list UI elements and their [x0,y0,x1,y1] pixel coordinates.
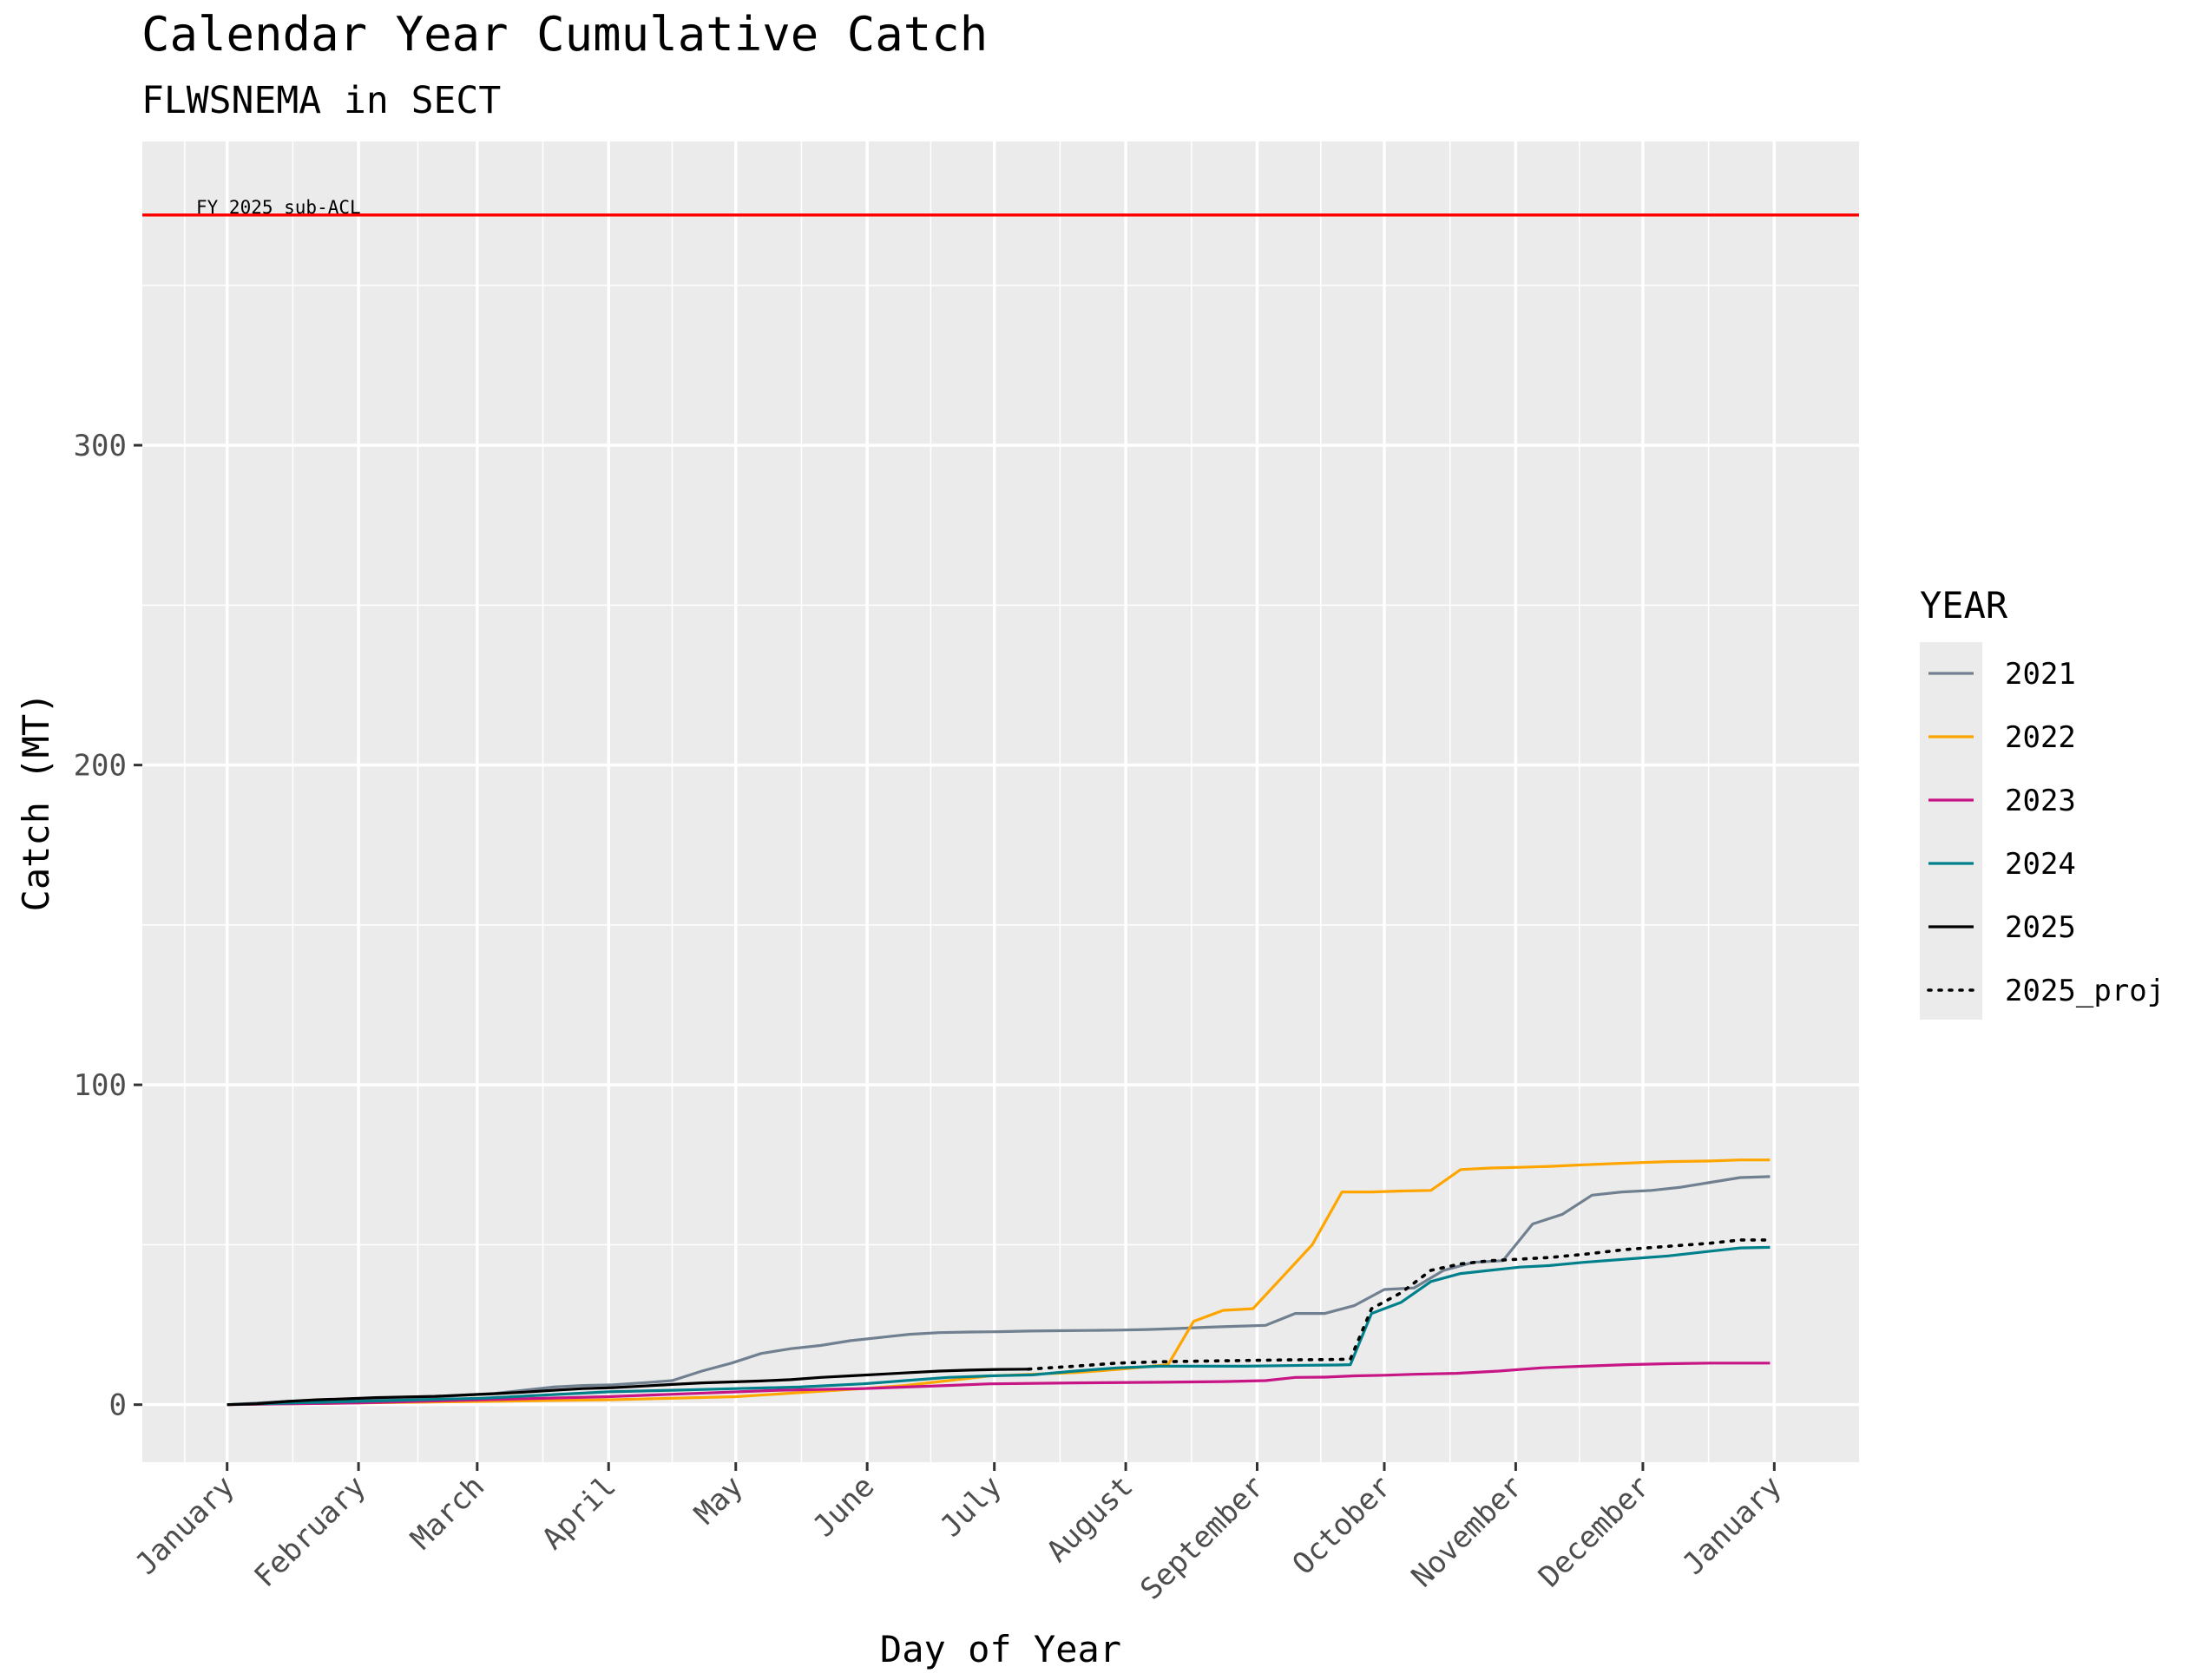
plot-panel [142,141,1859,1462]
y-tick-label: 200 [74,749,127,784]
series-line-2025 [227,1368,1028,1407]
legend: YEAR 2021 2022 2023 2024 2025 2025_proj [1920,584,2165,1020]
x-tick-label: May [687,1469,750,1532]
legend-label-2021: 2021 [2005,657,2076,692]
legend-label-2023: 2023 [2005,784,2076,818]
series-layer [227,1158,1772,1407]
series-line-2022 [227,1158,1771,1407]
x-tick-label: July [934,1469,1009,1544]
y-tick-label: 0 [109,1388,127,1423]
major-gridlines [142,141,1859,1462]
legend-key-background [1920,642,1982,1020]
y-axis: 0 100 200 300 [74,429,142,1423]
x-tick-label: August [1040,1469,1140,1569]
legend-label-2022: 2022 [2005,720,2076,755]
reference-line-label: FY 2025 sub-ACL [196,197,361,218]
x-tick-label: November [1405,1469,1530,1594]
chart-subtitle: FLWSNEMA in SECT [141,79,501,122]
x-tick-label: December [1532,1469,1657,1594]
x-tick-label: January [1676,1469,1789,1582]
series-line-2025-proj [1026,1238,1772,1371]
series-line-2023 [227,1362,1771,1407]
y-axis-title: Catch (MT) [15,692,57,912]
x-tick-label: January [128,1469,241,1582]
x-axis-title: Day of Year [880,1628,1121,1670]
x-tick-label: October [1286,1469,1399,1582]
y-tick-label: 300 [74,429,127,463]
x-axis: January February March April May June July Augu… [128,1462,1789,1607]
legend-label-2025-proj: 2025_proj [2005,974,2165,1008]
series-line-2024 [227,1245,1771,1407]
x-tick-label: June [806,1469,881,1544]
x-tick-label: February [247,1469,372,1594]
x-tick-label: March [404,1469,492,1557]
legend-title: YEAR [1920,584,2008,627]
y-tick-label: 100 [74,1068,127,1103]
legend-label-2024: 2024 [2005,847,2076,882]
legend-label-2025: 2025 [2005,910,2076,945]
chart-title: Calendar Year Cumulative Catch [141,7,988,62]
reference-line-layer: FY 2025 sub-ACL [142,197,1859,218]
legend-items: 2021 2022 2023 2024 2025 2025_proj [1927,657,2165,1008]
x-tick-label: April [535,1469,623,1557]
x-tick-label: September [1133,1469,1271,1607]
minor-gridlines [142,141,1859,1462]
